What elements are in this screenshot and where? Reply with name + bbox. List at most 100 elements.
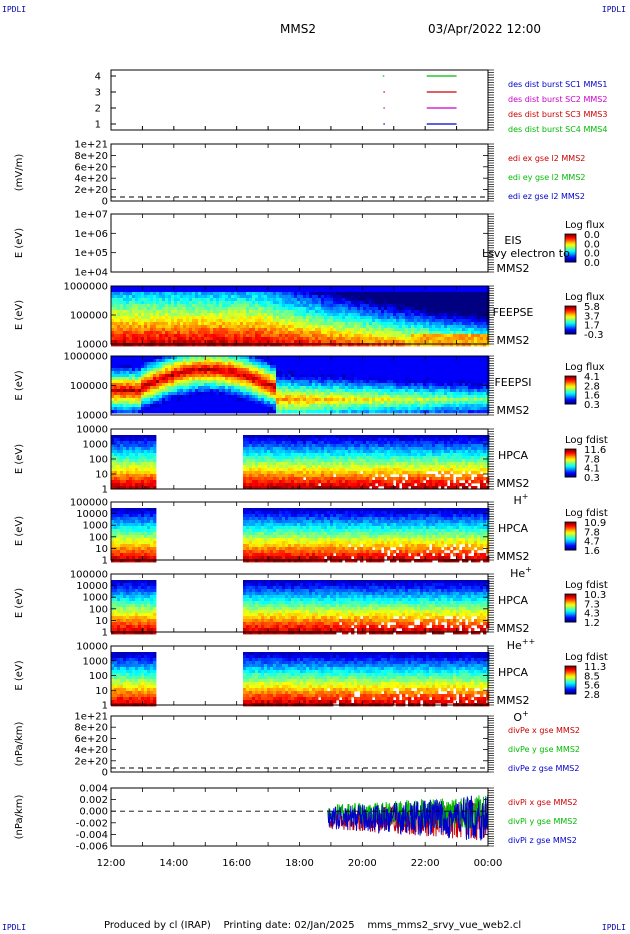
spectrogram-cell <box>258 319 262 323</box>
spectrogram-cell <box>348 398 352 402</box>
spectrogram-cell <box>273 307 277 311</box>
spectrogram-cell <box>291 395 295 399</box>
spectrogram-cell <box>336 368 340 372</box>
spectrogram-cell <box>201 307 205 311</box>
spectrogram-cell <box>429 313 433 317</box>
spectrogram-cell <box>135 398 139 402</box>
spectrogram-cell <box>132 295 136 299</box>
spectrogram-cell <box>345 301 349 305</box>
spectrogram-cell <box>348 359 352 363</box>
spectrogram-cell <box>462 337 466 341</box>
spectrogram-cell <box>246 371 250 375</box>
spectrogram-cell <box>261 292 265 296</box>
spectrogram-cell <box>129 374 133 378</box>
spectrogram-cell <box>192 292 196 296</box>
spectrogram-cell <box>420 404 424 408</box>
spectrogram-cell <box>249 410 253 414</box>
spectrogram-cell <box>177 374 181 378</box>
spectrogram-cell <box>195 322 199 326</box>
spectrogram-cell <box>435 401 439 405</box>
spectrogram-cell <box>213 334 217 338</box>
spectrogram-cell <box>150 331 154 335</box>
spectrogram-cell <box>333 313 337 317</box>
spectrogram-cell <box>162 359 166 363</box>
spectrogram-cell <box>138 380 142 384</box>
spectrogram-cell <box>471 313 475 317</box>
spectrogram-cell <box>183 392 187 396</box>
spectrogram-cell <box>144 389 148 393</box>
spectrogram-cell <box>369 356 373 360</box>
spectrogram-cell <box>339 343 343 347</box>
spectrogram-cell <box>288 313 292 317</box>
spectrogram-cell <box>225 392 229 396</box>
spectrogram-cell <box>168 395 172 399</box>
spectrogram-cell <box>234 328 238 332</box>
spectrogram-cell <box>300 325 304 329</box>
spectrogram-cell <box>225 289 229 293</box>
spectrogram-cell <box>324 365 328 369</box>
spectrogram-cell <box>315 328 319 332</box>
spectrogram-cell <box>351 298 355 302</box>
spectrogram-cell <box>447 343 451 347</box>
spectrogram-cell <box>267 371 271 375</box>
spectrogram-cell <box>114 319 118 323</box>
spectrogram-cell <box>117 295 121 299</box>
colorbar-segment <box>565 314 576 316</box>
spectrogram-cell <box>333 343 337 347</box>
spectrogram-cell <box>174 316 178 320</box>
spectrogram-cell <box>414 289 418 293</box>
spectrogram-cell <box>207 401 211 405</box>
spectrogram-cell <box>339 289 343 293</box>
spectrogram-cell <box>195 340 199 344</box>
spectrogram-cell <box>468 343 472 347</box>
spectrogram-cell <box>402 331 406 335</box>
spectrogram-cell <box>426 371 430 375</box>
spectrogram-cell <box>465 310 469 314</box>
spectrogram-cell <box>447 322 451 326</box>
spectrogram-cell <box>390 374 394 378</box>
spectrogram-cell <box>297 295 301 299</box>
spectrogram-cell <box>459 325 463 329</box>
spectrogram-cell <box>168 328 172 332</box>
spectrogram-cell <box>219 395 223 399</box>
spectrogram-cell <box>129 401 133 405</box>
spectrogram-cell <box>285 286 289 290</box>
spectrogram-cell <box>264 410 268 414</box>
spectrogram-cell <box>360 368 364 372</box>
spectrogram-cell <box>351 401 355 405</box>
spectrogram-cell <box>123 289 127 293</box>
spectrogram-cell <box>138 343 142 347</box>
spectrogram-cell <box>363 343 367 347</box>
spectrogram-cell <box>396 380 400 384</box>
spectrogram-cell <box>273 392 277 396</box>
spectrogram-cell <box>246 374 250 378</box>
spectrogram-cell <box>267 380 271 384</box>
spectrogram-cell <box>447 295 451 299</box>
spectrogram-cell <box>216 337 220 341</box>
spectrogram-cell <box>366 292 370 296</box>
spectrogram-cell <box>159 371 163 375</box>
spectrogram-cell <box>429 319 433 323</box>
spectrogram-cell <box>288 340 292 344</box>
spectrogram-cell <box>138 340 142 344</box>
spectrogram-cell <box>393 322 397 326</box>
spectrogram-cell <box>366 371 370 375</box>
spectrogram-cell <box>423 310 427 314</box>
spectrogram-cell <box>144 392 148 396</box>
spectrogram-cell <box>114 395 118 399</box>
spectrogram-cell <box>381 371 385 375</box>
spectrogram-cell <box>375 386 379 390</box>
spectrogram-cell <box>114 328 118 332</box>
spectrogram-cell <box>387 389 391 393</box>
spectrogram-cell <box>114 356 118 360</box>
spectrogram-cell <box>156 310 160 314</box>
spectrogram-cell <box>258 292 262 296</box>
spectrogram-cell <box>177 383 181 387</box>
spectrogram-cell <box>195 313 199 317</box>
spectrogram-cell <box>390 398 394 402</box>
spectrogram-cell <box>405 398 409 402</box>
spectrogram-cell <box>111 304 115 308</box>
spectrogram-cell <box>357 410 361 414</box>
spectrogram-cell <box>183 410 187 414</box>
spectrogram-cell <box>210 331 214 335</box>
